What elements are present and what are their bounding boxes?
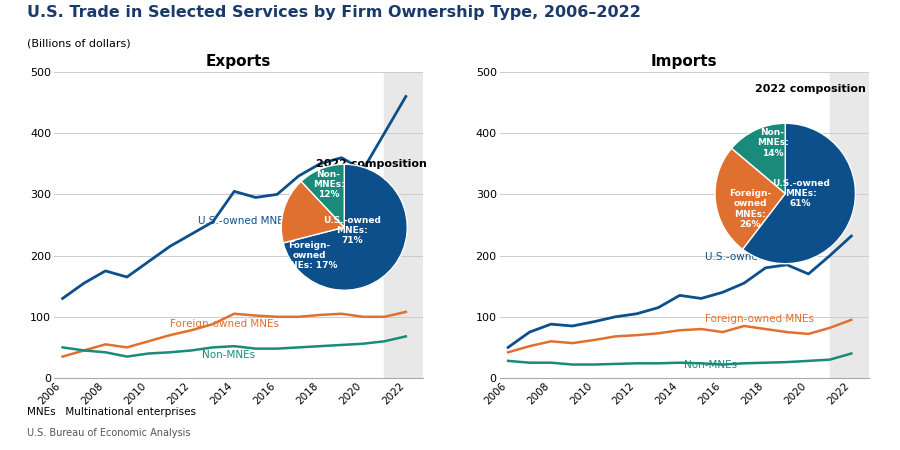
Bar [830,72,873,378]
Wedge shape [732,123,786,194]
Wedge shape [282,181,344,243]
Text: U.S. Trade in Selected Services by Firm Ownership Type, 2006–2022: U.S. Trade in Selected Services by Firm … [27,4,641,19]
Text: Non-MNEs: Non-MNEs [202,351,256,360]
Wedge shape [284,164,407,290]
Text: (Billions of dollars): (Billions of dollars) [27,38,130,48]
Wedge shape [716,148,785,249]
Text: Foreign-
owned
MNEs:
26%: Foreign- owned MNEs: 26% [729,189,771,229]
Bar [384,72,428,378]
Text: Non-MNEs: Non-MNEs [684,360,737,369]
Text: Foreign-owned MNEs: Foreign-owned MNEs [706,314,814,324]
Wedge shape [302,164,345,227]
Text: Non-
MNEs:
12%: Non- MNEs: 12% [312,170,345,199]
Text: Foreign-owned MNEs: Foreign-owned MNEs [170,319,279,329]
Title: Exports: Exports [206,54,271,69]
Text: U.S.-owned MNEs: U.S.-owned MNEs [706,252,796,262]
Wedge shape [742,123,855,264]
Text: U.S.-owned
MNEs:
71%: U.S.-owned MNEs: 71% [323,216,381,245]
Text: U.S. Bureau of Economic Analysis: U.S. Bureau of Economic Analysis [27,428,191,438]
Title: Imports: Imports [651,54,717,69]
Text: MNEs   Multinational enterprises: MNEs Multinational enterprises [27,407,196,417]
Text: Foreign-
owned
MNEs: 17%: Foreign- owned MNEs: 17% [282,241,338,270]
Text: Non-
MNEs:
14%: Non- MNEs: 14% [757,128,788,158]
Text: U.S.-owned
MNEs:
61%: U.S.-owned MNEs: 61% [772,179,830,208]
Text: 2022 composition: 2022 composition [316,159,427,169]
Text: 2022 composition: 2022 composition [755,84,866,94]
Text: U.S.-owned MNEs: U.S.-owned MNEs [198,216,289,226]
